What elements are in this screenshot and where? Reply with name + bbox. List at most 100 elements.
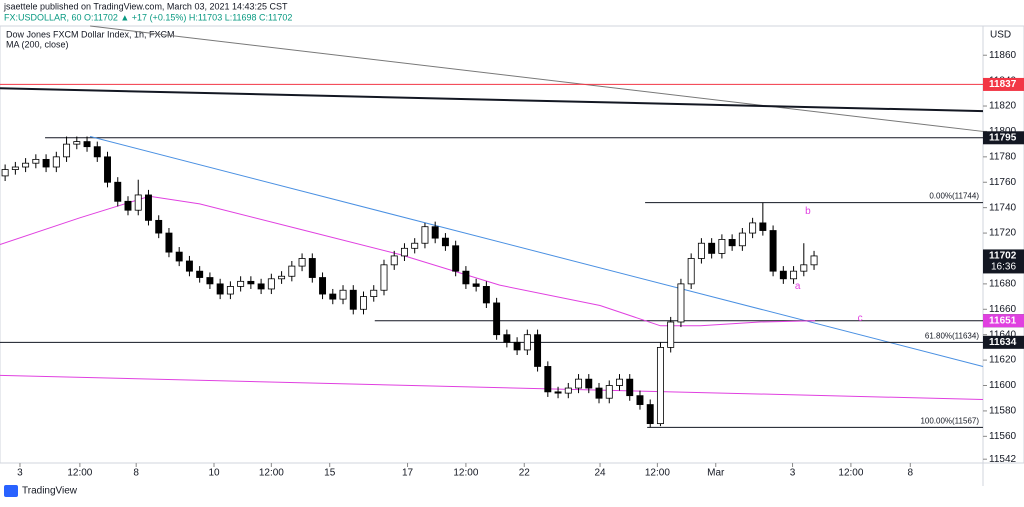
candle-body [175, 251, 183, 262]
x-tick-label: 12:00 [259, 468, 284, 479]
candle-body [656, 346, 664, 425]
price-label-box [983, 249, 1024, 274]
candle-body [738, 232, 746, 247]
candle-body [196, 270, 204, 278]
x-tick-label: 12:00 [645, 468, 670, 479]
drawing-line [90, 25, 984, 132]
candle-body [288, 265, 296, 277]
x-tick-label: 10 [208, 468, 220, 479]
drawing-line [89, 136, 984, 367]
candle-body [370, 289, 378, 297]
y-tick-label: 11720 [989, 228, 1017, 239]
legend-ma: MA (200, close) [6, 39, 69, 49]
y-tick-label: 11860 [989, 50, 1017, 61]
candle-body [708, 242, 716, 254]
y-tick-label: 11820 [989, 101, 1017, 112]
candle-body [513, 341, 521, 351]
candle-body [718, 239, 726, 254]
candle-body [431, 226, 439, 239]
candle-body [298, 258, 306, 267]
x-tick-label: 3 [17, 468, 23, 479]
wave-label: a [795, 281, 801, 292]
candle-body [790, 270, 798, 280]
candle-body [267, 278, 275, 290]
price-label: 11702 [989, 251, 1017, 262]
y-tick-label: 11680 [989, 279, 1017, 290]
x-tick-label: 12:00 [838, 468, 863, 479]
candle-body [390, 255, 398, 266]
candle-body [349, 289, 357, 310]
candle-body [411, 242, 419, 249]
candle-body [52, 156, 60, 168]
author-line: jsaettele published on TradingView.com, … [3, 1, 288, 11]
candle-body [165, 232, 173, 253]
price-label-box [983, 77, 1024, 91]
candle-body [308, 258, 316, 278]
candle-body [400, 247, 408, 257]
y-tick-label: 11640 [989, 329, 1017, 340]
candle-body [93, 146, 101, 158]
x-tick-label: 3 [790, 468, 796, 479]
x-tick-label: 12:00 [453, 468, 478, 479]
candle-body [759, 222, 767, 231]
candle-body [319, 277, 327, 295]
y-tick-label: 11660 [989, 304, 1017, 315]
price-label-box [983, 335, 1024, 349]
candle-body [575, 378, 583, 389]
candle-body [646, 404, 654, 425]
y-tick-label: 11580 [989, 406, 1017, 417]
candle-body [810, 255, 818, 266]
symbol-line: FX:USDOLLAR, 60 O:11702 ▲ +17 (+0.15%) H… [4, 12, 292, 22]
candle-body [1, 169, 9, 177]
price-label: 11795 [989, 132, 1017, 143]
y-tick-label: 11600 [989, 380, 1017, 391]
price-label-box [983, 131, 1024, 145]
candle-body [544, 366, 552, 393]
fib-label: 100.00%(11567) [920, 417, 979, 426]
candle-body [32, 158, 40, 164]
logo [4, 485, 18, 497]
candle-body [83, 141, 91, 148]
candle-body [534, 334, 542, 367]
wave-label: c [858, 313, 863, 324]
y-tick-label: 11740 [989, 202, 1017, 213]
y-tick-label: 11620 [989, 355, 1017, 366]
price-label: 11634 [989, 337, 1017, 348]
candle-body [749, 222, 757, 234]
candle-body [728, 239, 736, 247]
candle-body [247, 280, 255, 285]
candle-body [42, 158, 50, 168]
y-tick-label: 11780 [989, 151, 1017, 162]
candle-body [677, 283, 685, 323]
x-tick-label: 24 [594, 468, 606, 479]
candle-body [769, 230, 777, 272]
candle-body [564, 387, 572, 394]
drawing-line [0, 374, 984, 400]
candle-body [114, 181, 122, 202]
x-tick-label: 12:00 [67, 468, 92, 479]
candle-body [226, 286, 234, 295]
candle-body [421, 226, 429, 244]
fib-label: 61.80%(11634) [925, 331, 979, 340]
candle-body [585, 378, 593, 389]
candle-body [493, 302, 501, 336]
candle-body [22, 162, 30, 168]
candle-body [145, 194, 152, 221]
candle-body [626, 378, 634, 397]
candle-body [278, 275, 286, 280]
y-tick-label: 11542 [989, 454, 1017, 465]
candle-body [216, 283, 224, 295]
candle-body [206, 277, 214, 285]
candle-body [462, 270, 470, 285]
price-label: 11837 [989, 79, 1017, 90]
candle-body [185, 260, 193, 272]
fib-label: 0.00%(11744) [929, 192, 979, 201]
candle-body [687, 258, 695, 285]
price-label-box [983, 314, 1024, 328]
x-tick-label: 17 [402, 468, 414, 479]
candle-body [667, 321, 675, 348]
x-tick-label: Mar [707, 468, 725, 479]
candle-body [441, 237, 449, 247]
